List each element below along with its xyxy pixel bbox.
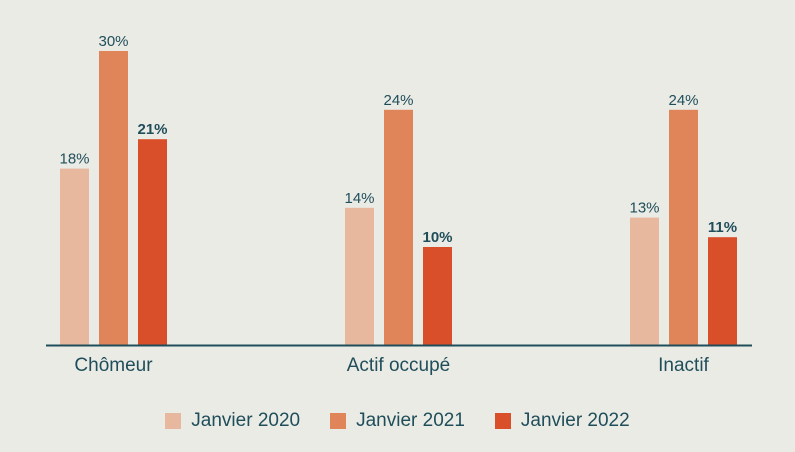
legend-item-2022: Janvier 2022 [494,410,630,432]
bar-chart: 18% 30% 21% Chômeur 14% 24% 10% Actif occupé 13%… [46,33,752,376]
legend-label-2020: Janvier 2020 [191,410,301,431]
legend-item-2021: Janvier 2021 [330,410,465,432]
legend-swatch-2020 [165,413,182,429]
bar-0-0 [60,168,89,345]
legend-item-2020: Janvier 2020 [165,410,300,432]
bar-1-0 [345,207,374,345]
bar-0-2 [138,139,167,345]
legend: Janvier 2020 Janvier 2021 Janvier 2022 [0,410,795,432]
data-label-0-2: 21% [137,121,167,138]
category-label-1: Actif occupé [347,355,451,376]
legend-label-2021: Janvier 2021 [356,410,465,431]
bar-0-1 [99,51,128,345]
data-label-2-2: 11% [708,219,737,236]
data-label-2-0: 13% [629,200,659,217]
legend-swatch-2021 [330,413,347,429]
bar-2-2 [708,237,737,345]
legend-swatch-2022 [494,413,511,429]
bar-1-1 [384,109,413,345]
data-label-1-0: 14% [344,190,374,207]
data-label-0-0: 18% [59,151,89,168]
bar-2-1 [669,109,698,345]
data-label-2-1: 24% [668,92,698,109]
data-label-0-1: 30% [98,33,128,50]
bar-2-0 [630,217,659,345]
category-label-0: Chômeur [74,355,153,376]
data-label-1-2: 10% [422,229,452,246]
data-label-1-1: 24% [383,92,413,109]
legend-label-2022: Janvier 2022 [520,410,630,431]
bar-1-2 [423,247,452,345]
category-label-2: Inactif [658,355,709,376]
